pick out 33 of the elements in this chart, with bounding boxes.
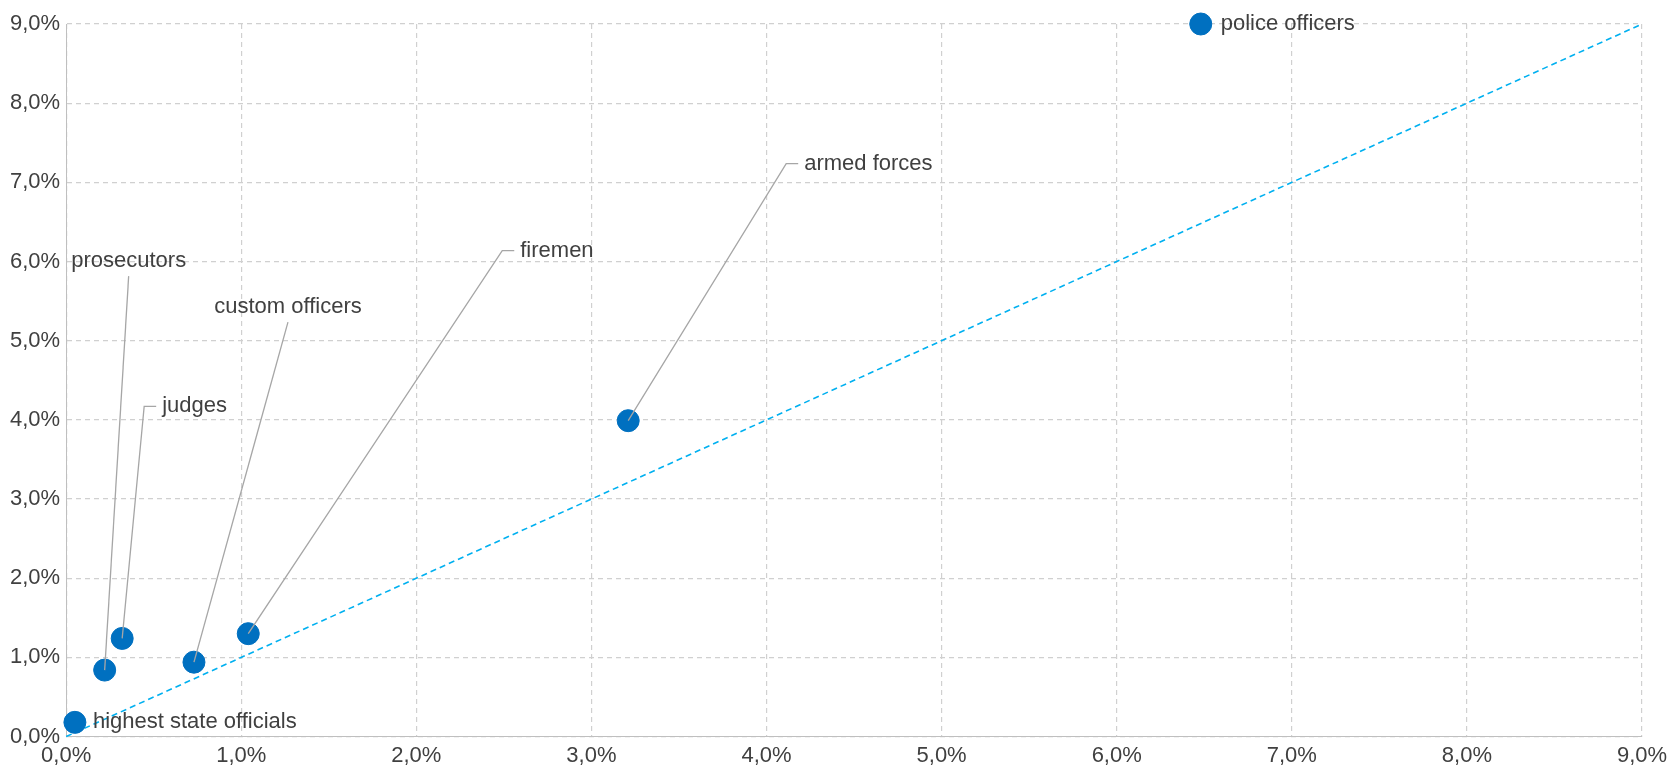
annotation: firemen — [520, 236, 594, 262]
x-tick-label: 1,0% — [216, 741, 267, 767]
annotation: armed forces — [804, 149, 933, 175]
annotation: highest state officials — [92, 708, 297, 734]
x-tick-label: 5,0% — [916, 741, 967, 767]
y-tick-label: 3,0% — [9, 485, 61, 511]
annotation: judges — [161, 392, 228, 418]
point — [236, 622, 260, 646]
annotation: police officers — [1220, 10, 1355, 36]
point — [93, 658, 117, 682]
y-tick-label: 9,0% — [9, 10, 61, 36]
annotation: custom officers — [214, 293, 362, 319]
x-tick-label: 9,0% — [1616, 741, 1668, 767]
y-tick-label: 2,0% — [9, 564, 61, 590]
x-tick-label: 2,0% — [391, 741, 442, 767]
x-tick-label: 4,0% — [741, 741, 792, 767]
x-tick-label: 7,0% — [1266, 741, 1317, 767]
x-tick-label: 6,0% — [1091, 741, 1142, 767]
y-tick-label: 1,0% — [9, 643, 61, 669]
y-tick-label: 0,0% — [9, 722, 61, 748]
annotation: prosecutors — [71, 247, 187, 273]
x-tick-label: 8,0% — [1441, 741, 1492, 767]
y-tick-label: 4,0% — [9, 405, 61, 431]
point — [63, 710, 87, 734]
y-tick-label: 7,0% — [9, 168, 61, 194]
y-tick-label: 5,0% — [9, 326, 61, 352]
x-tick-label: 3,0% — [566, 741, 617, 767]
point — [182, 650, 206, 674]
y-tick-label: 8,0% — [9, 89, 61, 115]
point — [1189, 12, 1213, 36]
y-tick-label: 6,0% — [9, 247, 61, 273]
point — [616, 409, 640, 433]
point — [110, 626, 134, 650]
